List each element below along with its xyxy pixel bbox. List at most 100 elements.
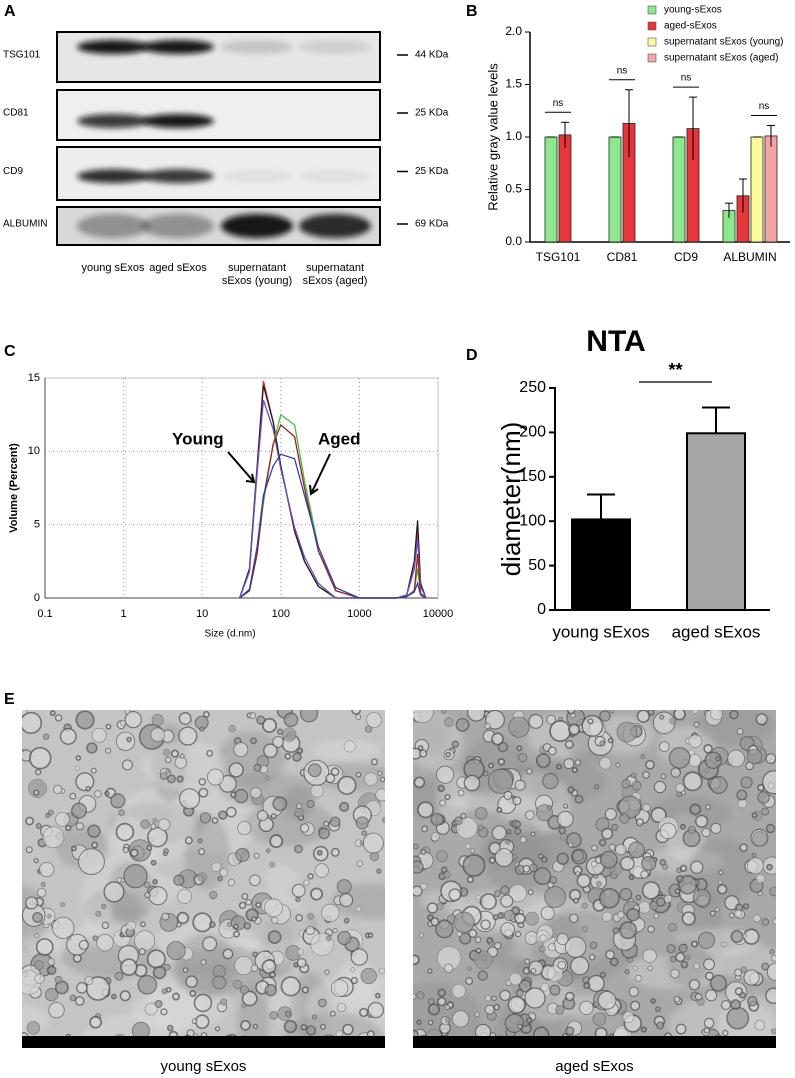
tem-scale: 500nm	[760, 1041, 773, 1046]
vesicle	[457, 789, 465, 797]
vesicle	[709, 775, 728, 795]
vesicle	[465, 843, 471, 849]
vesicle	[730, 999, 742, 1010]
vesicle	[590, 860, 598, 868]
vesicle	[144, 1002, 158, 1016]
vesicle	[48, 1002, 65, 1019]
vesicle	[426, 902, 439, 914]
vesicle	[366, 712, 382, 728]
vesicle	[596, 880, 602, 887]
vesicle	[100, 903, 107, 910]
vesicle	[685, 955, 691, 961]
vesicle	[499, 885, 510, 895]
vesicle	[382, 817, 385, 823]
tem-image	[413, 710, 776, 1048]
vesicle	[212, 975, 227, 990]
vesicle	[705, 989, 718, 1002]
vesicle	[440, 866, 448, 874]
vesicle	[454, 816, 463, 825]
error-bar	[725, 202, 733, 218]
vesicle	[524, 987, 546, 1009]
vesicle	[463, 774, 481, 792]
vesicle	[647, 965, 653, 971]
vesicle	[618, 795, 642, 819]
vesicle	[690, 940, 699, 948]
vesicle	[522, 864, 531, 873]
vesicle	[202, 710, 210, 718]
vesicle	[528, 713, 544, 729]
vesicle	[115, 822, 135, 842]
vesicle	[679, 823, 686, 830]
size-curve	[239, 453, 427, 599]
vesicle	[487, 768, 514, 794]
vesicle	[66, 935, 72, 941]
vesicle	[103, 881, 125, 903]
vesicle	[197, 872, 208, 882]
vesicle	[105, 723, 112, 730]
vesicle	[729, 912, 735, 919]
vesicle	[453, 911, 475, 933]
vesicle	[256, 715, 266, 725]
vesicle	[628, 841, 645, 859]
vesicle	[177, 889, 192, 904]
vesicle	[740, 966, 748, 973]
vesicle	[765, 753, 776, 764]
vesicle	[444, 1004, 450, 1010]
bar	[750, 136, 764, 243]
vesicle	[26, 1021, 41, 1035]
y-tick-label: 200	[519, 424, 546, 441]
vesicle	[743, 969, 760, 986]
vesicle	[485, 710, 505, 730]
x-tick-label: 1	[121, 608, 127, 620]
error-bar	[561, 121, 569, 148]
vesicle	[593, 873, 599, 879]
x-tick-label: 1000	[347, 608, 371, 620]
vesicle	[124, 710, 131, 715]
vesicle	[351, 710, 361, 715]
info-bar	[413, 1036, 776, 1048]
vesicle	[679, 864, 688, 873]
vesicle	[198, 848, 206, 856]
vesicle	[717, 879, 723, 885]
vesicle	[189, 990, 197, 997]
vesicle	[162, 851, 168, 857]
vesicle	[460, 813, 467, 820]
tem-system: Hitachi TEM system.	[415, 1041, 452, 1046]
vesicle	[668, 922, 677, 932]
vesicle	[518, 752, 528, 763]
vesicle	[33, 789, 40, 796]
vesicle	[54, 975, 63, 984]
panel-label: D	[466, 347, 478, 364]
vesicle	[619, 921, 638, 940]
vesicle	[535, 753, 551, 769]
vesicle	[693, 721, 700, 728]
lane-label: supernatant sExos (aged)	[302, 262, 368, 287]
info-bar	[22, 1036, 385, 1048]
legend-label: young-sExos	[664, 5, 722, 16]
vesicle	[538, 853, 544, 860]
vesicle	[202, 936, 218, 952]
vesicle	[261, 959, 277, 975]
vesicle	[703, 1027, 710, 1034]
vesicle	[55, 812, 70, 827]
vesicle	[518, 979, 532, 993]
vesicle	[305, 925, 315, 935]
vesicle	[295, 896, 301, 903]
vesicle	[427, 968, 433, 974]
vesicle	[360, 967, 377, 985]
vesicle	[124, 710, 142, 729]
blot-band	[77, 40, 149, 54]
vesicle	[356, 860, 364, 867]
vesicle	[540, 906, 555, 921]
error-bar	[625, 89, 633, 157]
vesicle	[25, 896, 39, 910]
significance-label: ns	[553, 98, 564, 109]
vesicle	[572, 849, 585, 862]
vesicle	[159, 772, 168, 780]
vesicle	[680, 960, 689, 969]
vesicle	[736, 727, 744, 735]
vesicle	[265, 848, 271, 854]
vesicle	[126, 921, 136, 931]
vesicle	[694, 992, 703, 1001]
vesicle	[660, 773, 667, 779]
